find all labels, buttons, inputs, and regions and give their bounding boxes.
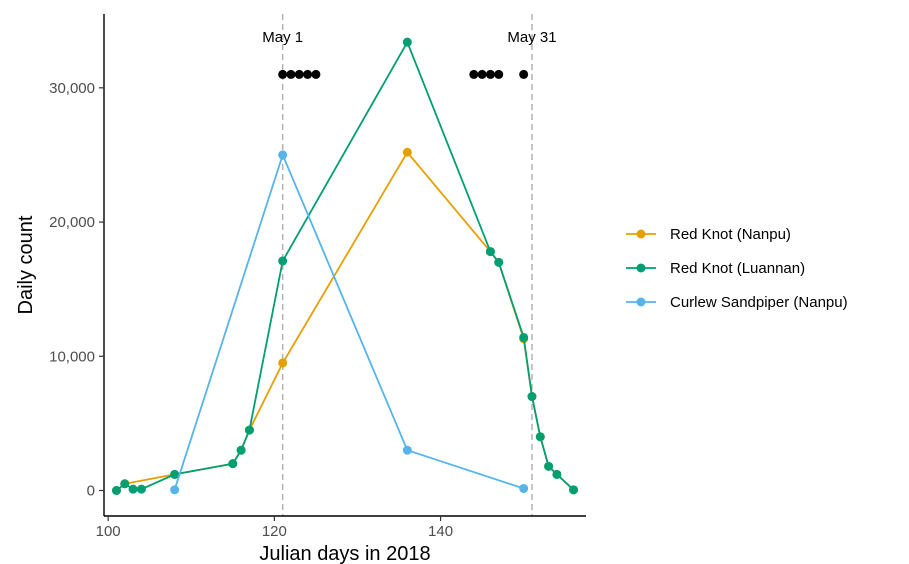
event-marker (294, 69, 304, 79)
series-line-2 (173, 152, 524, 491)
event-marker (311, 69, 321, 79)
legend-key-point (636, 229, 646, 239)
data-point (485, 247, 495, 257)
data-point (527, 392, 537, 402)
data-point (170, 469, 180, 479)
data-point (278, 358, 288, 368)
series-line-1 (115, 40, 575, 492)
data-point (519, 483, 529, 493)
data-point (402, 147, 412, 157)
x-tick-label: 140 (428, 523, 453, 540)
event-marker (278, 69, 288, 79)
y-tick-label: 10,000 (49, 348, 95, 365)
data-point (170, 485, 180, 495)
data-point (128, 484, 138, 494)
event-marker (286, 69, 296, 79)
data-point (402, 37, 412, 47)
data-point (535, 432, 545, 442)
legend-key-point (636, 297, 646, 307)
legend-label: Red Knot (Nanpu) (670, 226, 791, 243)
data-point (228, 459, 238, 469)
y-tick-label: 0 (87, 482, 95, 499)
y-tick-label: 20,000 (49, 214, 95, 231)
x-tick-label: 120 (262, 523, 287, 540)
x-tick-label: 100 (96, 523, 121, 540)
data-point (402, 445, 412, 455)
x-axis-title: Julian days in 2018 (259, 543, 430, 564)
axes (103, 14, 586, 517)
data-point (136, 484, 146, 494)
data-point (569, 485, 579, 495)
event-marker (485, 69, 495, 79)
data-point (244, 425, 254, 435)
event-marker (469, 69, 479, 79)
y-axis-title: Daily count (15, 215, 37, 314)
event-marker (303, 69, 313, 79)
event-marker (494, 69, 504, 79)
data-point (544, 461, 554, 471)
ticks: 100 120 140 0 10,000 20,000 30,000 (49, 80, 453, 540)
data-point (494, 257, 504, 267)
legend: Red Knot (Nanpu) Red Knot (Luannan) Curlew… (626, 226, 848, 311)
data-point (111, 485, 121, 495)
data-point (552, 469, 562, 479)
legend-label: Curlew Sandpiper (Nanpu) (670, 294, 848, 311)
event-marker (477, 69, 487, 79)
legend-label: Red Knot (Luannan) (670, 260, 805, 277)
data-point (278, 256, 288, 266)
legend-key-point (636, 263, 646, 273)
reference-label: May 1 (262, 29, 303, 46)
data-point (120, 479, 130, 489)
event-marker (519, 69, 529, 79)
data-point (236, 445, 246, 455)
data-point (519, 332, 529, 342)
series-line-0 (115, 150, 575, 492)
reference-label: May 31 (507, 29, 556, 46)
y-tick-label: 30,000 (49, 80, 95, 97)
data-point (278, 150, 288, 160)
plot-area: May 1 May 31 (111, 14, 579, 516)
